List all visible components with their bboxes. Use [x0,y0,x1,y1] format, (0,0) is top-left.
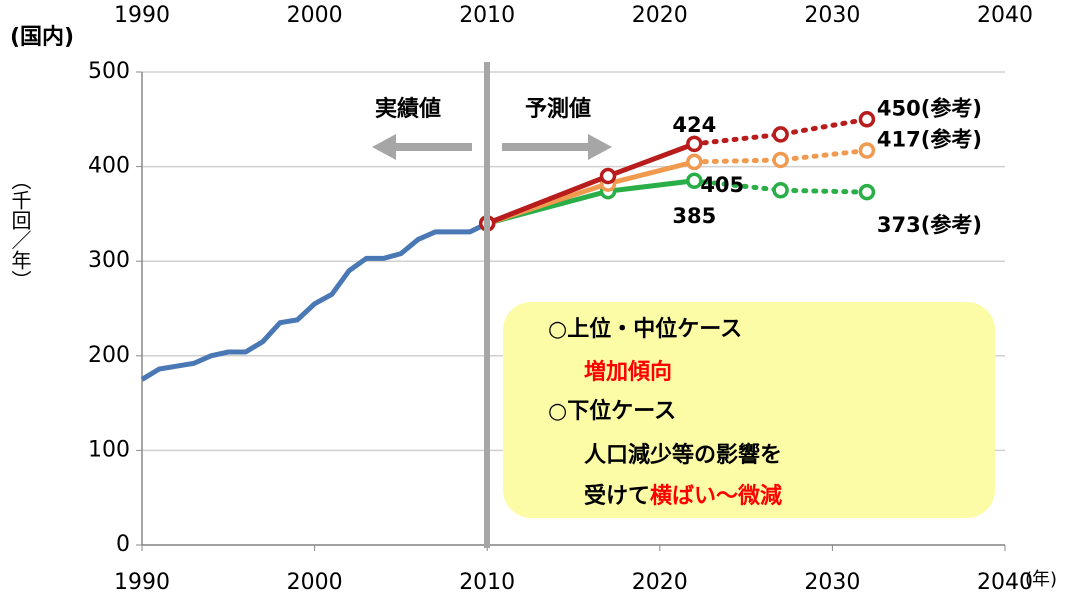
x2-tick-label: 2030 [804,3,860,28]
note-part: 横ばい～微減 [650,483,782,509]
x2-tick-label: 1990 [114,3,170,28]
arrows [372,134,612,160]
x-tick-label: 1990 [114,570,170,595]
x2-tick-label: 2020 [632,3,688,28]
x-tick-label: 2000 [287,570,343,595]
y-tick-label: 400 [88,154,130,179]
point [599,167,617,185]
y-tick-label: 300 [88,248,130,273]
note-line: 受けて横ばい～微減 [584,483,782,509]
x2-tick-label: 2010 [459,3,515,28]
point [858,111,876,128]
y-tick-label: 200 [88,343,130,368]
x-tick-label: 2030 [804,570,860,595]
series-line [486,159,695,226]
reference-line [691,116,870,147]
x-tick-label: 2020 [632,570,688,595]
point [686,135,703,153]
x-axis-label: (年) [1025,569,1057,590]
point [858,142,876,159]
x-tick-label: 2040 [977,570,1033,595]
point [858,183,876,201]
data-label: 405 [700,173,744,197]
y-axis-label: （千回／年） [8,170,32,290]
x2-tick-label: 2000 [287,3,343,28]
note-text: ○上位・中位ケース 増加傾向 ○下位ケース 人口減少等の影響を 受けて横ばい～微… [548,316,782,509]
data-label: 385 [672,204,716,228]
annotation: 実績値 [375,96,441,122]
reference-line [691,148,870,165]
note-line: 増加傾向 [584,359,672,385]
data-label: 417(参考) [877,128,982,152]
x2-tick-label: 2040 [977,3,1033,28]
note-line: ○下位ケース [548,398,676,424]
chart-title: (国内) [10,25,74,50]
point [686,153,703,171]
note-line: ○上位・中位ケース [548,316,742,342]
note-part: 受けて [584,483,650,509]
point [686,172,703,190]
point [772,182,789,199]
marks [140,111,876,382]
y-tick-label: 0 [116,532,130,557]
y-tick-label: 500 [88,59,130,84]
data-label: 424 [672,113,716,137]
series-line [140,221,489,382]
reference-line [691,178,870,195]
y-tick-label: 100 [88,437,130,462]
data-label: 450(参考) [877,96,982,120]
point [772,126,789,143]
note-box [503,302,995,518]
annotation: 予測値 [525,97,591,122]
x-tick-label: 2010 [459,570,515,595]
data-label: 373(参考) [877,213,982,237]
note-line: 人口減少等の影響を [584,442,782,468]
point [772,151,789,169]
